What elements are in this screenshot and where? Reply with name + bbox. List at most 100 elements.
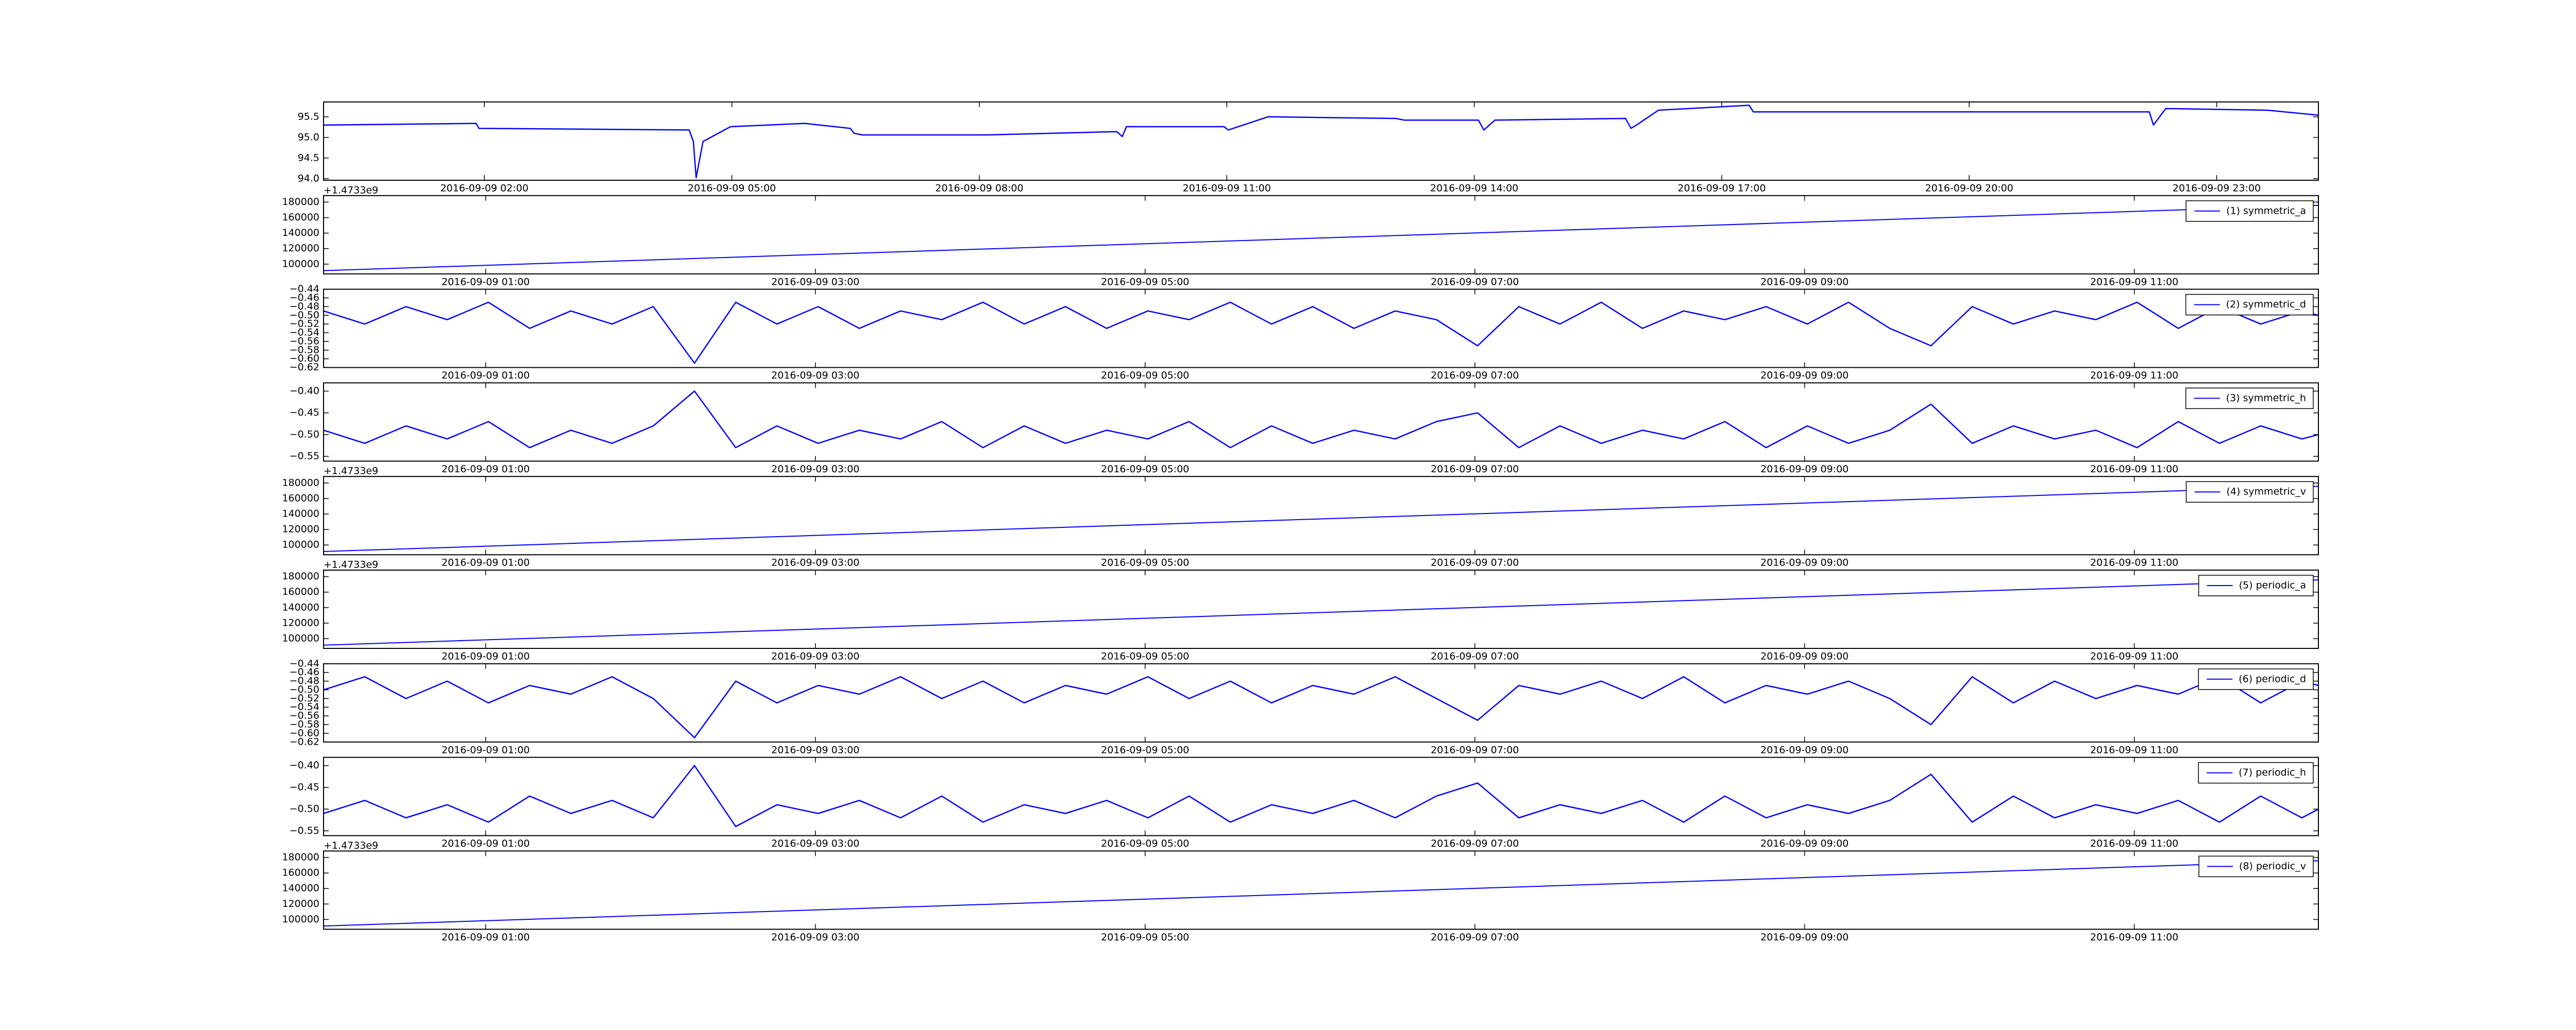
y-tick-label: 120000 [282, 898, 319, 909]
axes-background [324, 195, 2318, 274]
y-tick-label: −0.52 [290, 693, 319, 704]
y-tick-label: −0.46 [290, 292, 319, 303]
y-tick-label: −0.54 [290, 327, 319, 338]
x-tick-label: 2016-09-09 01:00 [442, 276, 530, 287]
data-line [323, 301, 2319, 364]
x-tick-label: 2016-09-09 07:00 [1431, 370, 1519, 381]
x-tick-label: 2016-09-09 03:00 [771, 464, 859, 475]
x-tick-label: 2016-09-09 20:00 [1925, 183, 2013, 194]
axes-background [324, 757, 2318, 836]
axes-frame [323, 288, 2319, 368]
legend-label: (3) symmetric_h [2226, 392, 2306, 404]
y-tick-label: 140000 [282, 227, 319, 238]
axes-frame [323, 663, 2319, 743]
legend: (7) periodic_h [2198, 762, 2314, 784]
y-offset-label: +1.4733e9 [324, 184, 378, 196]
y-tick-label: 180000 [282, 477, 319, 488]
x-tick-label: 2016-09-09 09:00 [1760, 932, 1849, 943]
x-tick-label: 2016-09-09 09:00 [1760, 838, 1849, 849]
legend-box [2198, 575, 2314, 596]
legend-label: (7) periodic_h [2239, 767, 2306, 778]
y-tick-label: 100000 [282, 914, 319, 925]
x-tick-label: 2016-09-09 07:00 [1431, 557, 1519, 569]
y-tick-label: −0.60 [290, 353, 319, 364]
data-line [323, 579, 2319, 646]
data-line [323, 765, 2319, 828]
x-tick-label: 2016-09-09 05:00 [1101, 464, 1189, 475]
x-tick-label: 2016-09-09 23:00 [2173, 183, 2261, 194]
x-tick-label: 2016-09-09 05:00 [1101, 744, 1189, 756]
y-tick-label: −0.58 [290, 344, 319, 355]
y-tick-label: −0.45 [290, 407, 319, 418]
y-tick-label: −0.52 [290, 318, 319, 330]
x-tick-label: 2016-09-09 11:00 [2090, 932, 2178, 943]
y-tick-label: 140000 [282, 602, 319, 613]
x-tick-label: 2016-09-09 03:00 [771, 370, 859, 381]
y-tick-label: 100000 [282, 539, 319, 551]
y-tick-label: −0.44 [290, 283, 319, 295]
x-tick-label: 2016-09-09 14:00 [1430, 183, 1518, 194]
y-tick-label: 95.5 [298, 111, 319, 122]
y-tick-label: 94.5 [298, 152, 319, 163]
y-tick-label: −0.62 [290, 736, 319, 747]
y-tick-label: 160000 [282, 586, 319, 597]
x-tick-label: 2016-09-09 09:00 [1760, 744, 1849, 756]
axes-frame [323, 101, 2319, 181]
x-tick-label: 2016-09-09 01:00 [442, 838, 530, 849]
x-tick-label: 2016-09-09 09:00 [1760, 557, 1849, 569]
x-tick-label: 2016-09-09 11:00 [2090, 838, 2178, 849]
y-tick-label: −0.54 [290, 701, 319, 713]
data-line [323, 105, 2319, 179]
legend: (5) periodic_a [2198, 575, 2314, 596]
x-tick-label: 2016-09-09 03:00 [771, 744, 859, 756]
x-tick-label: 2016-09-09 11:00 [2090, 744, 2178, 756]
legend-label: (1) symmetric_a [2226, 205, 2306, 216]
axes-frame [323, 757, 2319, 836]
y-tick-label: −0.60 [290, 727, 319, 739]
x-tick-label: 2016-09-09 01:00 [442, 464, 530, 475]
x-tick-label: 2016-09-09 07:00 [1431, 838, 1519, 849]
y-tick-label: 160000 [282, 492, 319, 504]
y-tick-label: −0.40 [290, 385, 319, 397]
y-tick-label: 120000 [282, 524, 319, 535]
x-tick-label: 2016-09-09 01:00 [442, 557, 530, 569]
axes-background [324, 383, 2318, 461]
y-offset-label: +1.4733e9 [324, 840, 378, 851]
x-tick-label: 2016-09-09 07:00 [1431, 276, 1519, 287]
y-tick-label: −0.50 [290, 684, 319, 695]
y-tick-label: −0.48 [290, 301, 319, 312]
y-tick-label: −0.62 [290, 362, 319, 373]
x-tick-label: 2016-09-09 17:00 [1677, 183, 1766, 194]
x-tick-label: 2016-09-09 07:00 [1431, 932, 1519, 943]
x-tick-label: 2016-09-09 09:00 [1760, 370, 1849, 381]
x-tick-label: 2016-09-09 01:00 [442, 744, 530, 756]
x-tick-label: 2016-09-09 05:00 [1101, 838, 1189, 849]
data-line [323, 390, 2319, 449]
x-tick-label: 2016-09-09 02:00 [440, 183, 529, 194]
y-tick-label: 120000 [282, 243, 319, 254]
y-tick-label: −0.46 [290, 666, 319, 678]
y-offset-label: +1.4733e9 [324, 559, 378, 571]
legend: (6) periodic_d [2198, 668, 2314, 690]
y-tick-label: 160000 [282, 212, 319, 223]
data-line [323, 486, 2319, 552]
y-tick-label: 180000 [282, 196, 319, 208]
axes-background [324, 851, 2318, 930]
y-tick-label: −0.48 [290, 675, 319, 686]
legend: (1) symmetric_a [2185, 200, 2314, 222]
x-tick-label: 2016-09-09 07:00 [1431, 651, 1519, 662]
y-tick-label: 180000 [282, 852, 319, 863]
axes-frame [323, 570, 2319, 649]
y-tick-label: −0.50 [290, 310, 319, 321]
y-tick-label: −0.56 [290, 335, 319, 347]
y-tick-label: 100000 [282, 633, 319, 644]
axes-frame [323, 476, 2319, 556]
legend: (8) periodic_v [2198, 855, 2314, 878]
axes-frame [323, 850, 2319, 930]
legend: (4) symmetric_v [2185, 481, 2314, 503]
x-tick-label: 2016-09-09 03:00 [771, 651, 859, 662]
x-tick-label: 2016-09-09 09:00 [1760, 276, 1849, 287]
y-tick-label: −0.40 [290, 760, 319, 771]
x-tick-label: 2016-09-09 08:00 [935, 183, 1023, 194]
